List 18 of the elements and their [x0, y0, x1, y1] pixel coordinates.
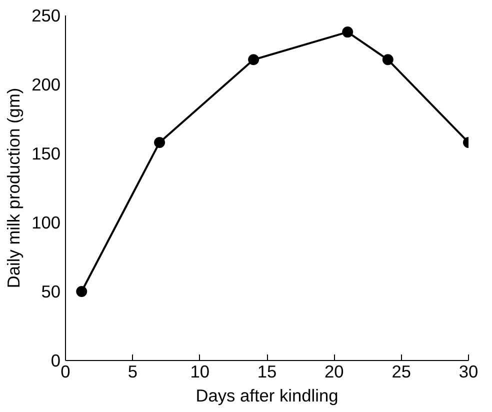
x-tick-label: 5	[128, 362, 138, 382]
point	[342, 26, 354, 38]
y-tick-label: 150	[32, 144, 61, 164]
x-axis-title: Days after kindling	[196, 386, 338, 406]
point	[154, 136, 166, 148]
x-tick-label: 30	[458, 362, 478, 382]
y-tick-label: 50	[41, 282, 61, 302]
y-axis-title: Daily milk production (gm)	[4, 88, 24, 288]
point	[76, 286, 88, 297]
y-tick-label: 100	[32, 212, 61, 232]
x-tick-label: 25	[392, 362, 411, 382]
x-tick-label: 10	[190, 362, 210, 382]
y-tick-label: 200	[32, 74, 61, 94]
x-tick-label: 20	[324, 362, 344, 382]
point	[382, 54, 394, 66]
point	[248, 54, 260, 66]
x-tick-label: 15	[257, 362, 277, 382]
y-tick-label: 250	[32, 6, 61, 26]
